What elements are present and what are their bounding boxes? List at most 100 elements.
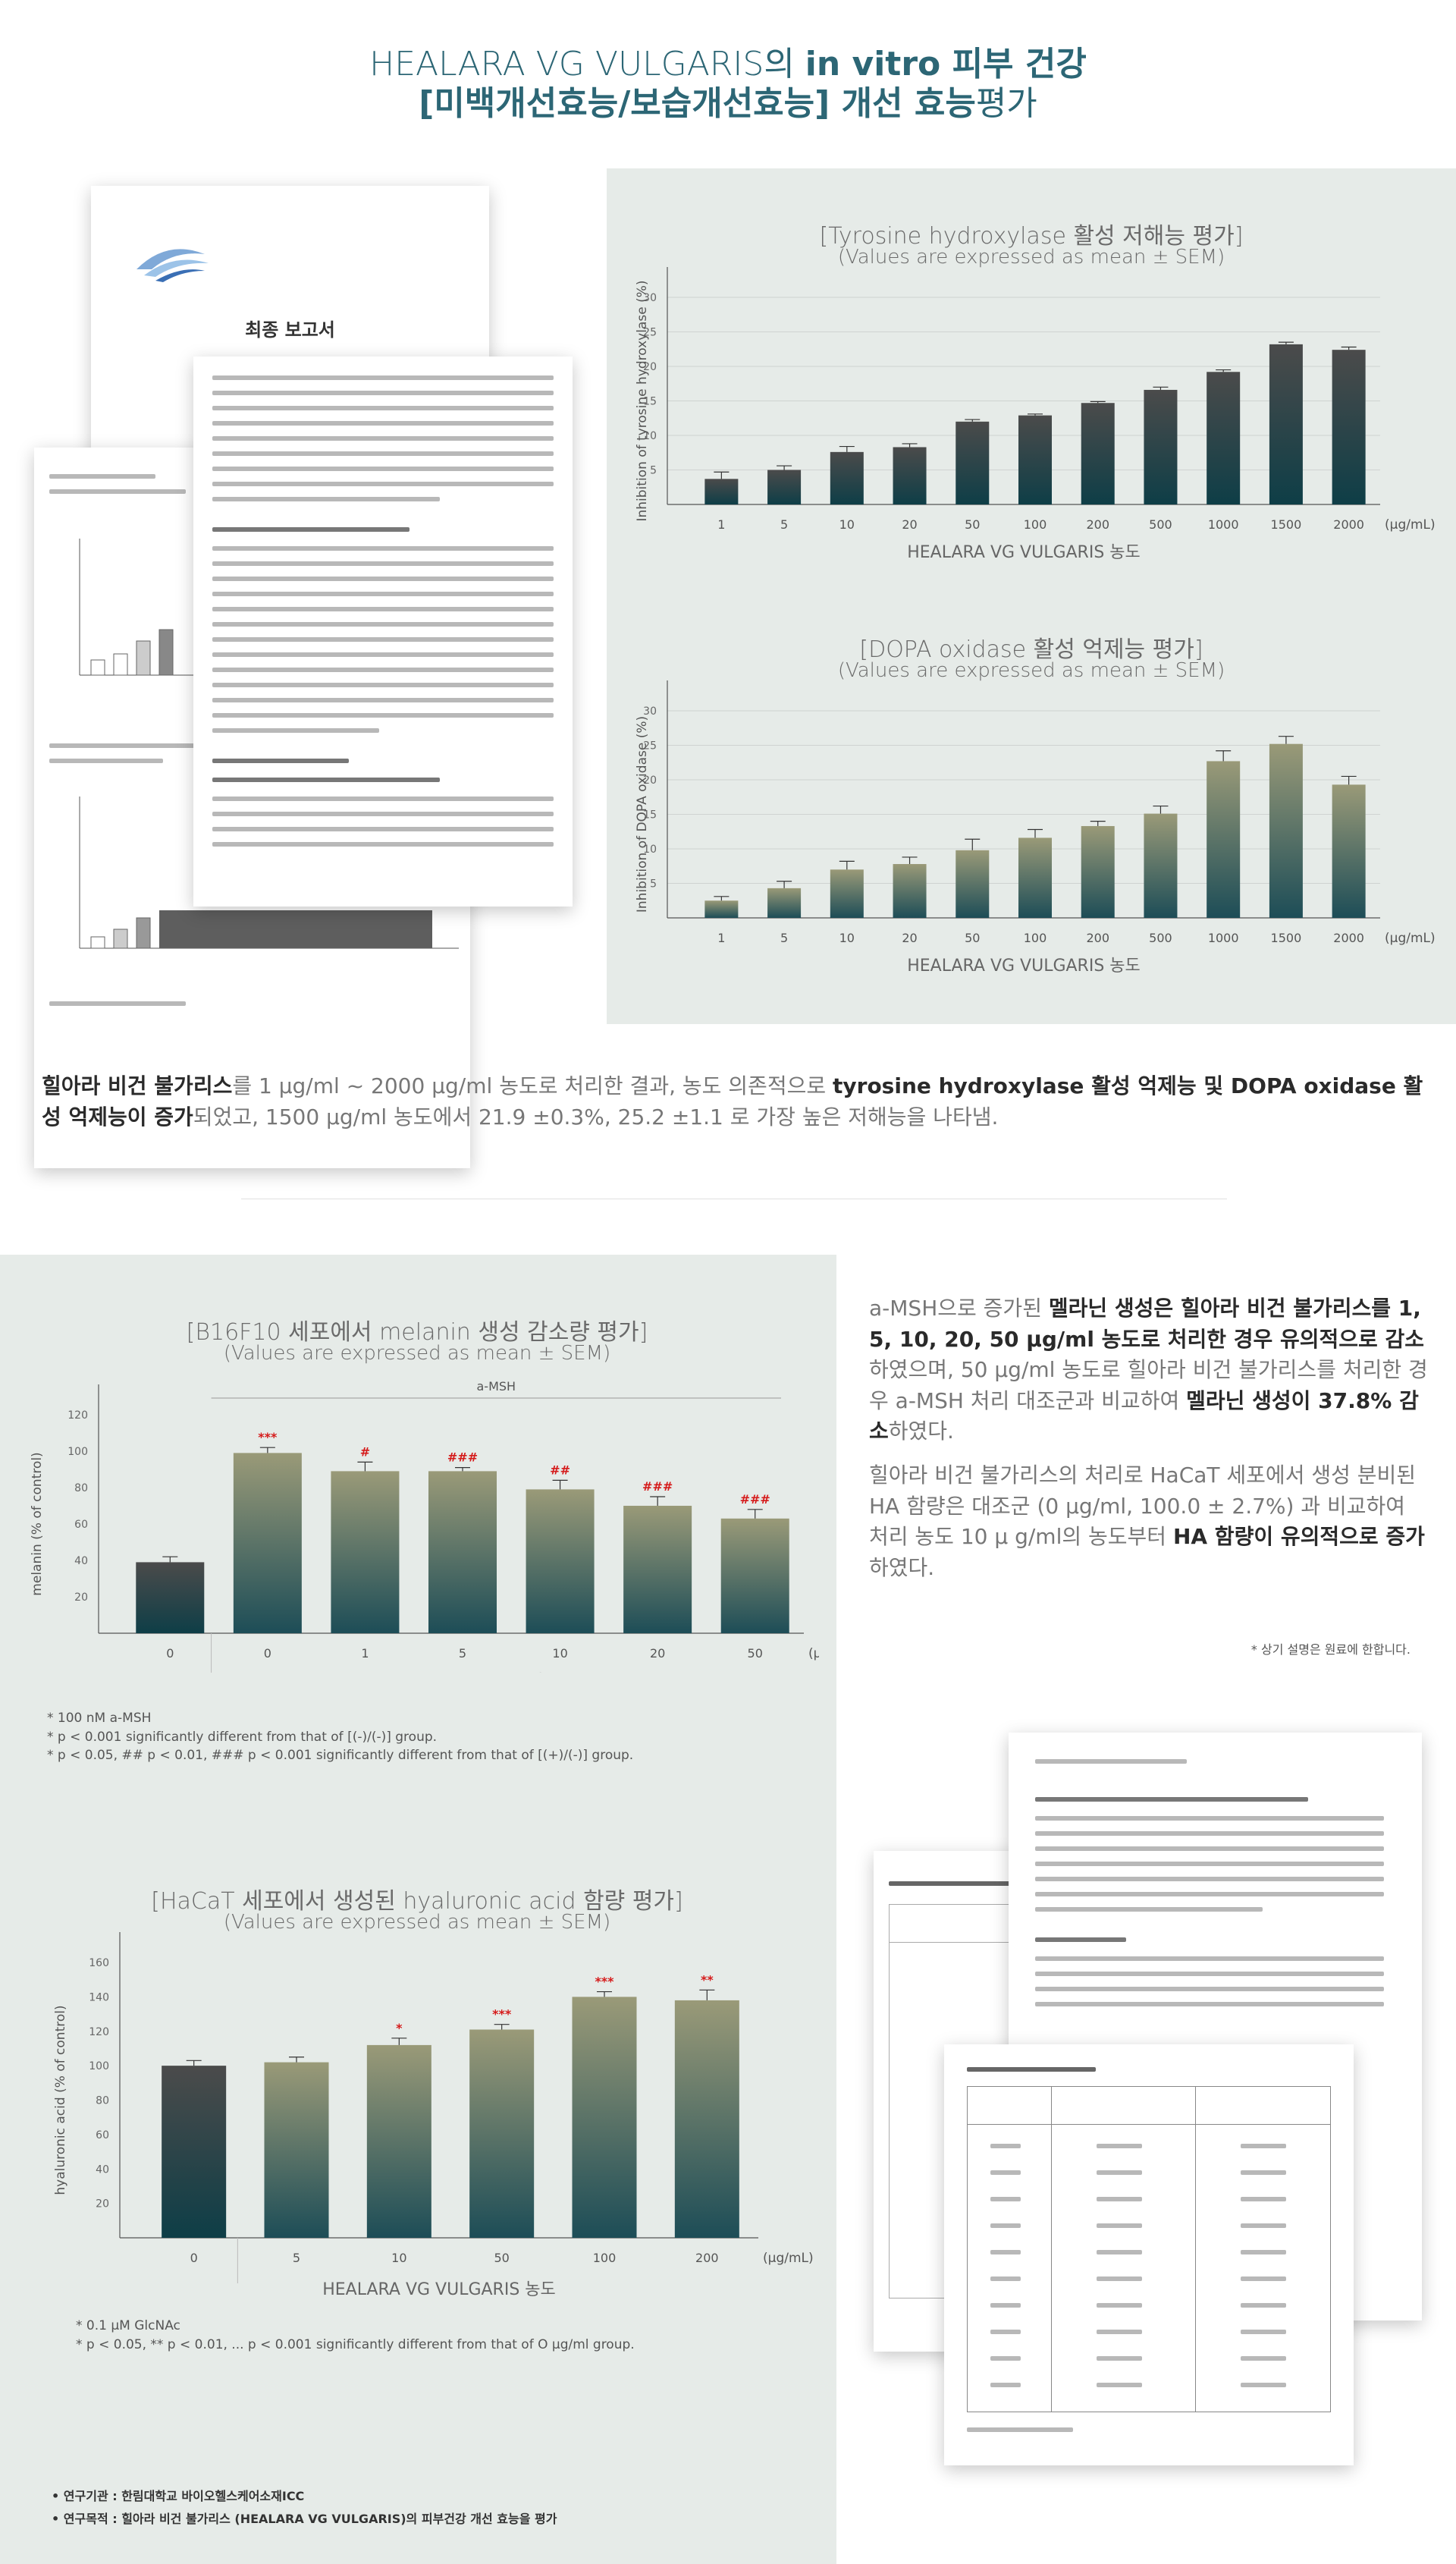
bar: [893, 447, 927, 504]
melanin-chart: [B16F10 세포에서 melanin 생성 감소량 평가] (Values …: [15, 1309, 819, 1673]
x-tick-label: 500: [1149, 517, 1172, 532]
desc-bold: HA 함량이 유의적으로 증가: [1172, 1524, 1425, 1550]
chart-subtitle: (Values are expressed as mean ± SEM): [223, 1342, 611, 1365]
x-tick-label: 5: [293, 2251, 300, 2265]
y-tick-label: 120: [67, 1409, 88, 1422]
group-label: a-MSH: [476, 1379, 516, 1394]
y-tick-label: 60: [74, 1519, 88, 1531]
bar: [572, 1997, 637, 2238]
bar: [1269, 743, 1303, 918]
x-tick-label: 50: [748, 1646, 763, 1661]
bar: [767, 470, 802, 504]
bar: [136, 1562, 205, 1633]
x-tick-label: 5: [780, 517, 788, 532]
bar: [366, 2044, 431, 2238]
page-title-line-1: HEALARA VG VULGARIS의 in vitro 피부 건강: [0, 36, 1456, 85]
y-axis-label: hyaluronic acid (% of control): [53, 2005, 68, 2195]
summary-bold: 힐아라 비건 불가리스: [42, 1073, 233, 1098]
purpose-line: • 연구목적 : 힐아라 비건 불가리스 (HEALARA VG VULGARI…: [52, 2512, 557, 2527]
x-tick-label: 1000: [1208, 931, 1239, 945]
bar: [1332, 784, 1366, 918]
y-axis-label: Inhibition of tyrosine hydroxylase (%): [635, 280, 650, 521]
bar: [331, 1471, 400, 1633]
note-line: * p < 0.05, ** p < 0.01, ... p < 0.001 s…: [76, 2336, 635, 2352]
x-tick-label: 2000: [1333, 517, 1364, 532]
y-tick-label: 10: [643, 430, 657, 442]
x-tick-label: 20: [650, 1646, 665, 1661]
y-tick-label: 60: [96, 2129, 109, 2141]
melanin-description: a-MSH으로 증가된 멜라닌 생성은 힐아라 비건 불가리스를 1, 5, 1…: [869, 1293, 1430, 1447]
cell-assay-panel: [0, 1255, 836, 2564]
x-tick-label: 5: [780, 931, 788, 945]
y-tick-label: 40: [96, 2163, 109, 2176]
bar: [1081, 825, 1115, 918]
title-bold-2: [미백개선효능/보습개선효능] 개선 효능: [419, 84, 976, 123]
x-tick-label: 10: [839, 931, 855, 945]
x-tick-label: 1: [717, 931, 725, 945]
desc-text-2: 하였으며, 50 μg/ml 농도로 힐아라 비건 불가리스를 처리한 경우 a…: [869, 1357, 1428, 1413]
x-tick-label: 10: [391, 2251, 406, 2265]
table-page-front: [944, 2044, 1354, 2465]
bar: [428, 1471, 497, 1633]
disclaimer-footnote: * 상기 설명은 원료에 한합니다.: [1250, 1642, 1410, 1657]
mini-chart-dopa: [79, 797, 459, 949]
x-tick-label: 1: [717, 517, 725, 532]
x-tick-label: 200: [695, 2251, 719, 2265]
y-tick-label: 20: [74, 1592, 88, 1604]
chart-title: [HaCaT 세포에서 생성된 hyaluronic acid 함량 평가]: [151, 1888, 683, 1915]
y-tick-label: 5: [650, 465, 657, 477]
y-tick-label: 160: [89, 1957, 109, 1969]
y-tick-label: 140: [89, 1991, 109, 2003]
bar: [1018, 837, 1052, 918]
significance-mark: ###: [447, 1450, 478, 1465]
x-tick-label: 200: [1086, 931, 1109, 945]
desc-text-3: 하였다.: [888, 1419, 954, 1444]
y-axis-label: Inhibition of DOPA oxidase (%): [635, 716, 650, 913]
institution-info: • 연구기관 : 한림대학교 바이오헬스케어소재ICC • 연구목적 : 힐아라…: [52, 2485, 810, 2531]
y-tick-label: 100: [89, 2060, 109, 2072]
significance-mark: ***: [595, 1975, 614, 1989]
y-axis-label: melanin (% of control): [30, 1452, 45, 1595]
melanin-notes: * 100 nM a-MSH * p < 0.001 significantly…: [47, 1709, 805, 1765]
y-tick-label: 80: [74, 1482, 88, 1494]
melanin-plot: 20 40 60 80 100 120 a-MSH 0 0 *** 1 #5 ### 10 ## 20 ### 5…: [30, 1379, 819, 1673]
bar: [1144, 389, 1178, 504]
chart-subtitle: (Values are expressed as mean ± SEM): [837, 659, 1225, 682]
institution-line: • 연구기관 : 한림대학교 바이오헬스케어소재ICC: [52, 2489, 305, 2503]
title-bold: in vitro 피부 건강: [805, 45, 1087, 83]
bar: [526, 1489, 595, 1633]
y-tick-label: 80: [96, 2095, 109, 2107]
x-tick-label: 20: [902, 931, 917, 945]
note-line: * p < 0.05, ## p < 0.01, ### p < 0.001 s…: [47, 1748, 634, 1764]
y-tick-label: 10: [643, 844, 657, 856]
x-axis-label: HEALARA VG VULGARIS 농도: [907, 543, 1141, 562]
x-axis-label: HEALARA VG VULGARIS 농도: [334, 1672, 568, 1673]
x-tick-label: 100: [1024, 931, 1047, 945]
mini-chart-tyrosine: [79, 539, 216, 676]
summary-text: 를 1 μg/ml ~ 2000 μg/ml 농도로 처리한 결과, 농도 의존…: [232, 1073, 833, 1098]
x-tick-label: 0: [166, 1646, 174, 1661]
x-tick-label: 100: [1024, 517, 1047, 532]
bar: [1144, 813, 1178, 918]
significance-mark: **: [701, 1972, 714, 1987]
bar: [623, 1506, 692, 1633]
y-tick-label: 25: [643, 740, 657, 753]
significance-mark: ###: [740, 1492, 770, 1507]
desc-bold-2: 멜라닌 생성이 37.8% 감소: [869, 1387, 1419, 1444]
chart-title: [Tyrosine hydroxylase 활성 저해능 평가]: [819, 223, 1244, 250]
x-tick-label: 10: [552, 1646, 567, 1661]
note-line: * 100 nM a-MSH: [47, 1711, 152, 1726]
ha-notes: * 0.1 μM GlcNAc * p < 0.05, ** p < 0.01,…: [76, 2317, 796, 2354]
bar: [704, 479, 739, 504]
x-tick-label: 1: [361, 1646, 369, 1661]
desc-text-2: 하였다.: [869, 1554, 935, 1580]
bar: [469, 2029, 535, 2238]
bar: [956, 421, 990, 504]
bar: [162, 2066, 227, 2238]
y-tick-label: 15: [643, 809, 657, 822]
bar: [1332, 350, 1366, 504]
x-tick-label: 0: [264, 1646, 271, 1661]
unit-label: (μg/mL): [763, 2251, 814, 2266]
y-tick-label: 5: [650, 878, 657, 891]
